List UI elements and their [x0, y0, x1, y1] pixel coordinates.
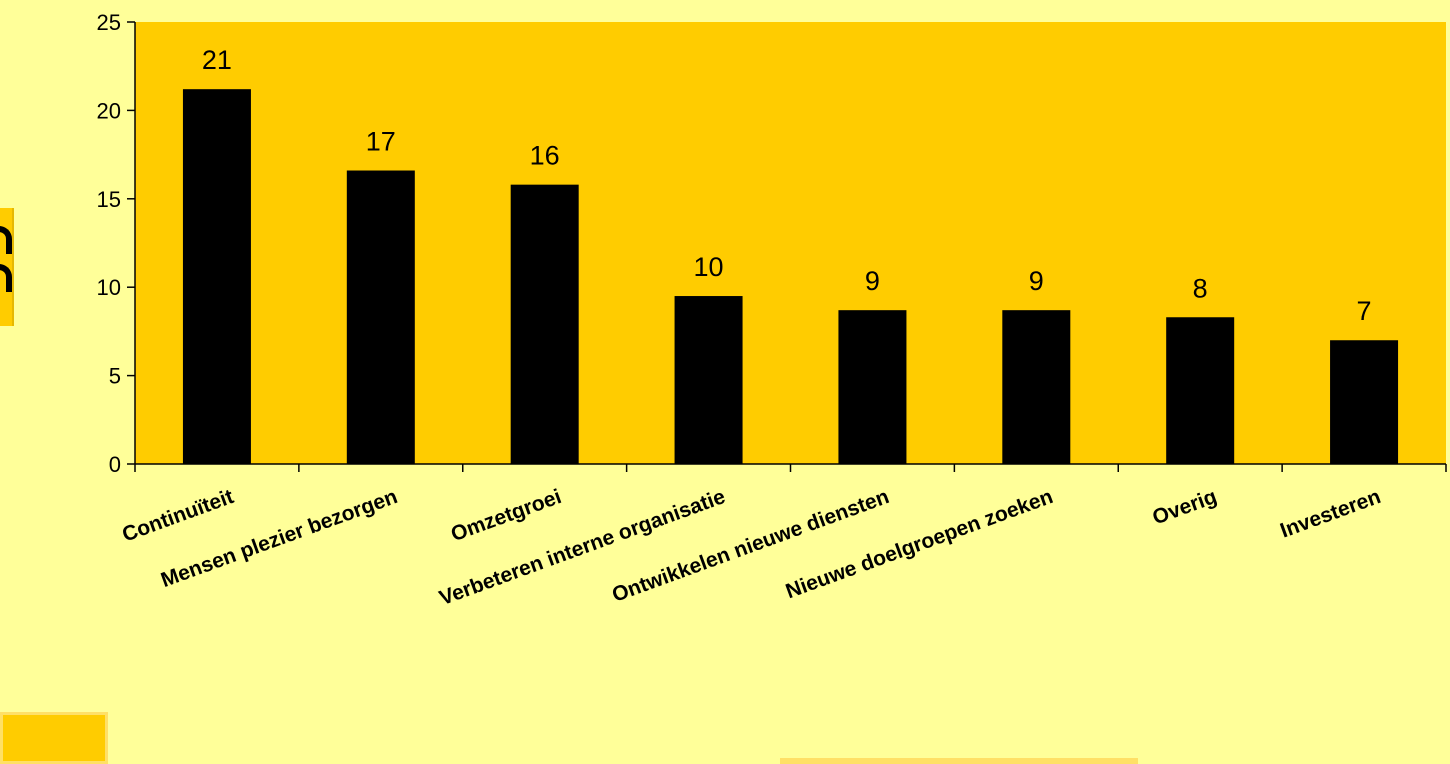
category-label: Omzetgroei: [448, 485, 564, 546]
plot-area: [135, 22, 1446, 464]
data-label: 10: [694, 252, 724, 282]
decorative-box: [780, 758, 1138, 764]
data-label: 17: [366, 127, 396, 157]
bar: [674, 296, 743, 464]
category-label: Overig: [1150, 485, 1220, 529]
y-tick-label: 15: [97, 187, 121, 212]
y-tick-label: 5: [109, 364, 121, 389]
partial-glyph-icon: [0, 264, 12, 292]
bar: [346, 170, 415, 464]
category-label: Verbeteren interne organisatie: [436, 485, 728, 610]
bars: [182, 89, 1399, 465]
bar: [838, 310, 907, 464]
bar: [1166, 317, 1235, 464]
data-label: 9: [865, 266, 880, 296]
y-ticks: 0 5 10 15 20 25: [97, 10, 135, 477]
y-tick-label: 20: [97, 98, 121, 123]
data-label: 16: [530, 141, 560, 171]
category-label: Ontwikkelen nieuwe diensten: [609, 485, 892, 607]
data-label: 21: [202, 45, 232, 75]
category-label: Continuïteit: [119, 485, 236, 547]
bar: [510, 184, 579, 464]
data-label: 8: [1193, 273, 1208, 303]
x-ticks: [134, 464, 1447, 472]
left-edge-tab: [0, 208, 14, 326]
category-label: Nieuwe doelgroepen zoeken: [783, 485, 1056, 603]
y-tick-label: 10: [97, 275, 121, 300]
data-label: 9: [1029, 266, 1044, 296]
bar: [1330, 340, 1399, 464]
bar: [182, 89, 251, 465]
bar: [1002, 310, 1071, 464]
decorative-box: [0, 712, 108, 764]
data-label: 7: [1357, 296, 1372, 326]
y-tick-label: 25: [97, 10, 121, 35]
y-tick-label: 0: [109, 452, 121, 477]
data-labels: 21 17 16 10 9 9 8 7: [202, 45, 1372, 326]
partial-glyph-icon: [0, 226, 12, 254]
category-label: Investeren: [1277, 485, 1384, 543]
